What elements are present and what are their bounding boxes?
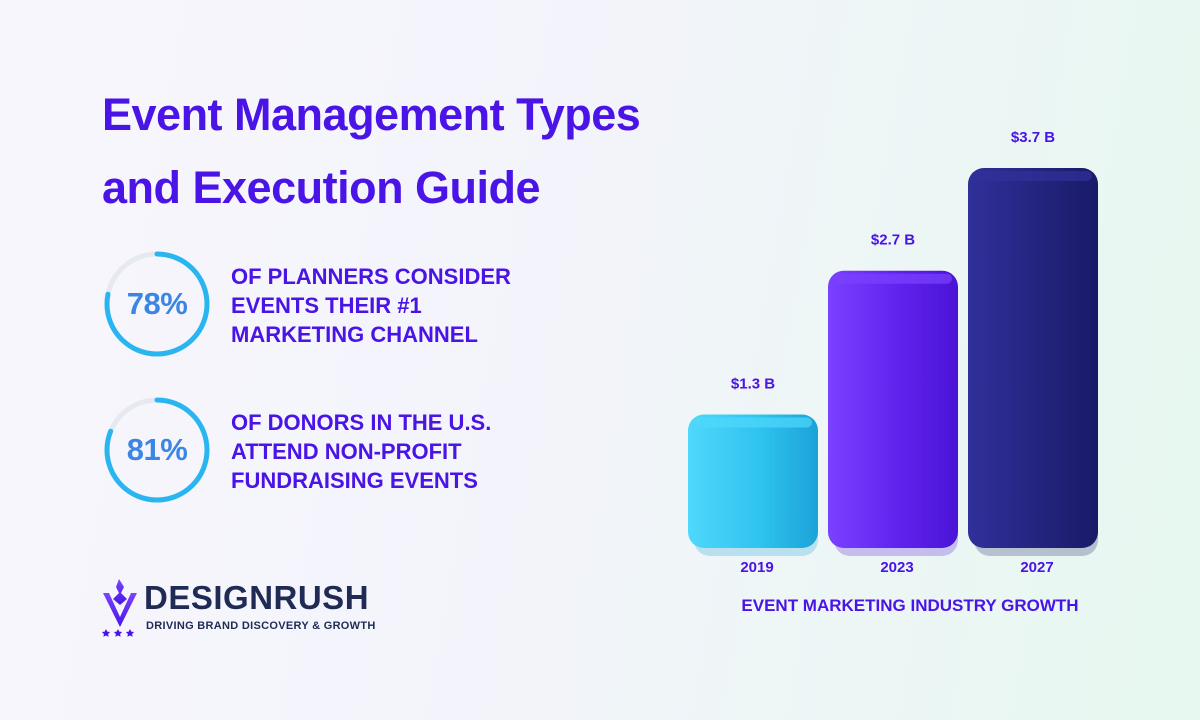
chart-title: EVENT MARKETING INDUSTRY GROWTH [741,596,1079,615]
bar-2027 [968,168,1098,548]
logo-icon [101,579,137,637]
bar-highlight-2019 [694,417,812,428]
stat-line: OF PLANNERS CONSIDER [231,264,511,289]
growth-bar-chart: $1.3 B $2.7 B $3.7 B 2019 2023 2027 [688,129,1098,576]
ring-progress-arc [104,397,210,503]
logo-tagline: DRIVING BRAND DISCOVERY & GROWTH [146,620,376,632]
stat-percent: 78% [126,286,188,321]
stat-line: ATTEND NON-PROFIT [231,439,462,464]
stat-donors: 81% OF DONORS IN THE U.S. ATTEND NON-PRO… [103,392,663,508]
x-tick-labels: 2019 2023 2027 [740,559,1053,576]
stat-line: MARKETING CHANNEL [231,322,478,347]
title-line-1: Event Management Types [102,89,641,140]
title-line-2: and Execution Guide [102,162,541,213]
page-title: Event Management Types and Execution Gui… [102,78,641,224]
progress-ring: 81% [103,392,211,508]
bars [688,168,1098,556]
bar-2023 [828,270,958,548]
ring-graphic [104,397,210,503]
data-label-2023: $2.7 B [871,232,915,249]
stat-line: FUNDRAISING EVENTS [231,468,478,493]
data-label-2019: $1.3 B [731,375,775,392]
stat-percent: 81% [126,432,188,467]
stat-line: EVENTS THEIR #1 [231,293,422,318]
x-tick-2023: 2023 [880,559,913,576]
stat-description: OF PLANNERS CONSIDER EVENTS THEIR #1 MAR… [231,262,511,349]
bar-2019 [688,414,818,548]
ring-graphic [104,251,210,357]
ring-progress-arc [104,251,210,357]
stat-line: OF DONORS IN THE U.S. [231,410,492,435]
bar-highlight-2027 [974,171,1092,181]
stat-planners: 78% OF PLANNERS CONSIDER EVENTS THEIR #1… [103,246,663,362]
bar-highlight-2023 [834,273,952,284]
designrush-logo: DESIGNRUSH DRIVING BRAND DISCOVERY & GRO… [100,577,420,639]
data-labels: $1.3 B $2.7 B $3.7 B [731,129,1055,392]
x-tick-2019: 2019 [740,559,773,576]
x-tick-2027: 2027 [1020,559,1053,576]
stat-description: OF DONORS IN THE U.S. ATTEND NON-PROFIT … [231,408,491,495]
progress-ring: 78% [103,246,211,362]
logo-wordmark: DESIGNRUSH [144,579,370,616]
data-label-2027: $3.7 B [1011,129,1055,146]
